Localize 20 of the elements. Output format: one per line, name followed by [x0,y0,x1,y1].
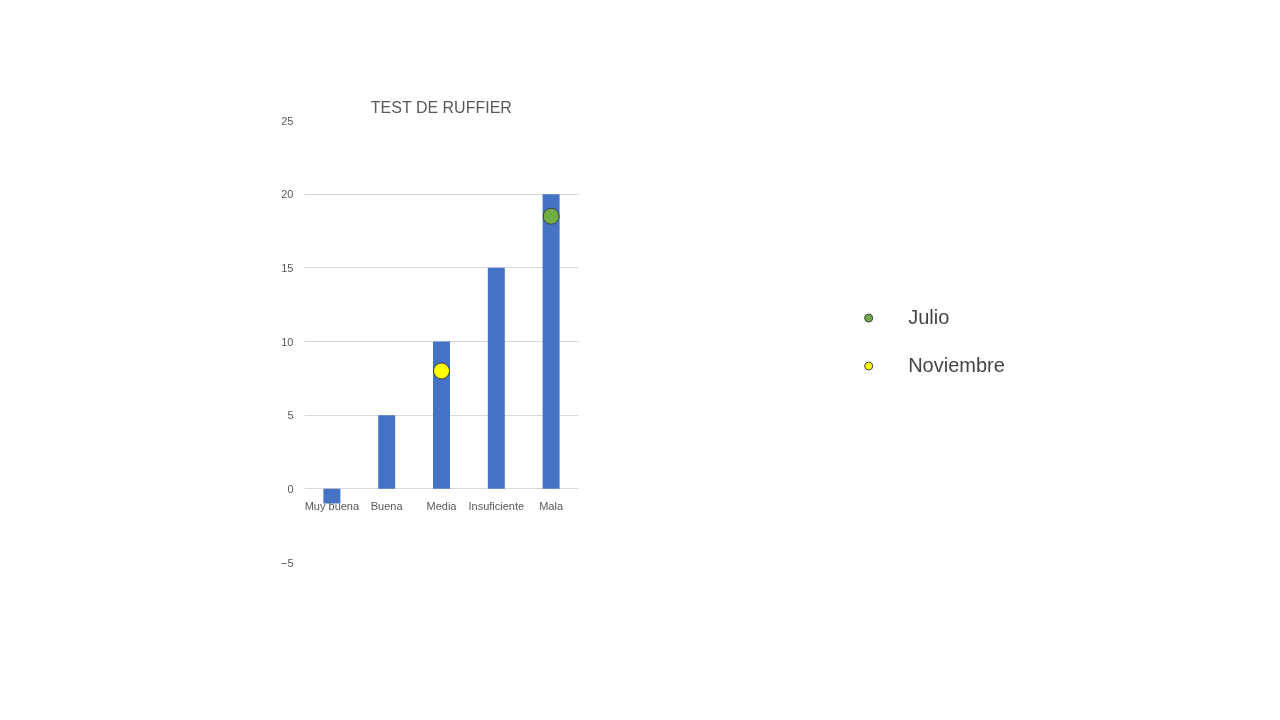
y-tick-label: −5 [280,556,294,569]
bar [542,194,560,489]
y-tick-label: 20 [281,188,294,201]
x-tick-label: Media [426,499,458,512]
y-tick-label: 25 [281,114,294,127]
y-tick-label: 0 [287,482,294,495]
legend-label: Noviembre [908,353,1005,377]
bar [487,267,505,489]
x-tick-label: Buena [370,499,404,512]
x-tick-label: Muy buena [304,499,360,512]
y-tick-label: 15 [281,261,294,274]
y-tick-label: 10 [281,335,294,348]
bar [433,341,450,489]
y-tick-label: 5 [287,409,294,422]
chart-title: TEST DE RUFFIER [370,98,512,116]
bar [378,415,396,489]
x-tick-label: Insuficiente [468,499,525,512]
x-tick-label: Mala [539,499,564,512]
legend-label: Julio [908,305,950,329]
bar [323,488,341,504]
